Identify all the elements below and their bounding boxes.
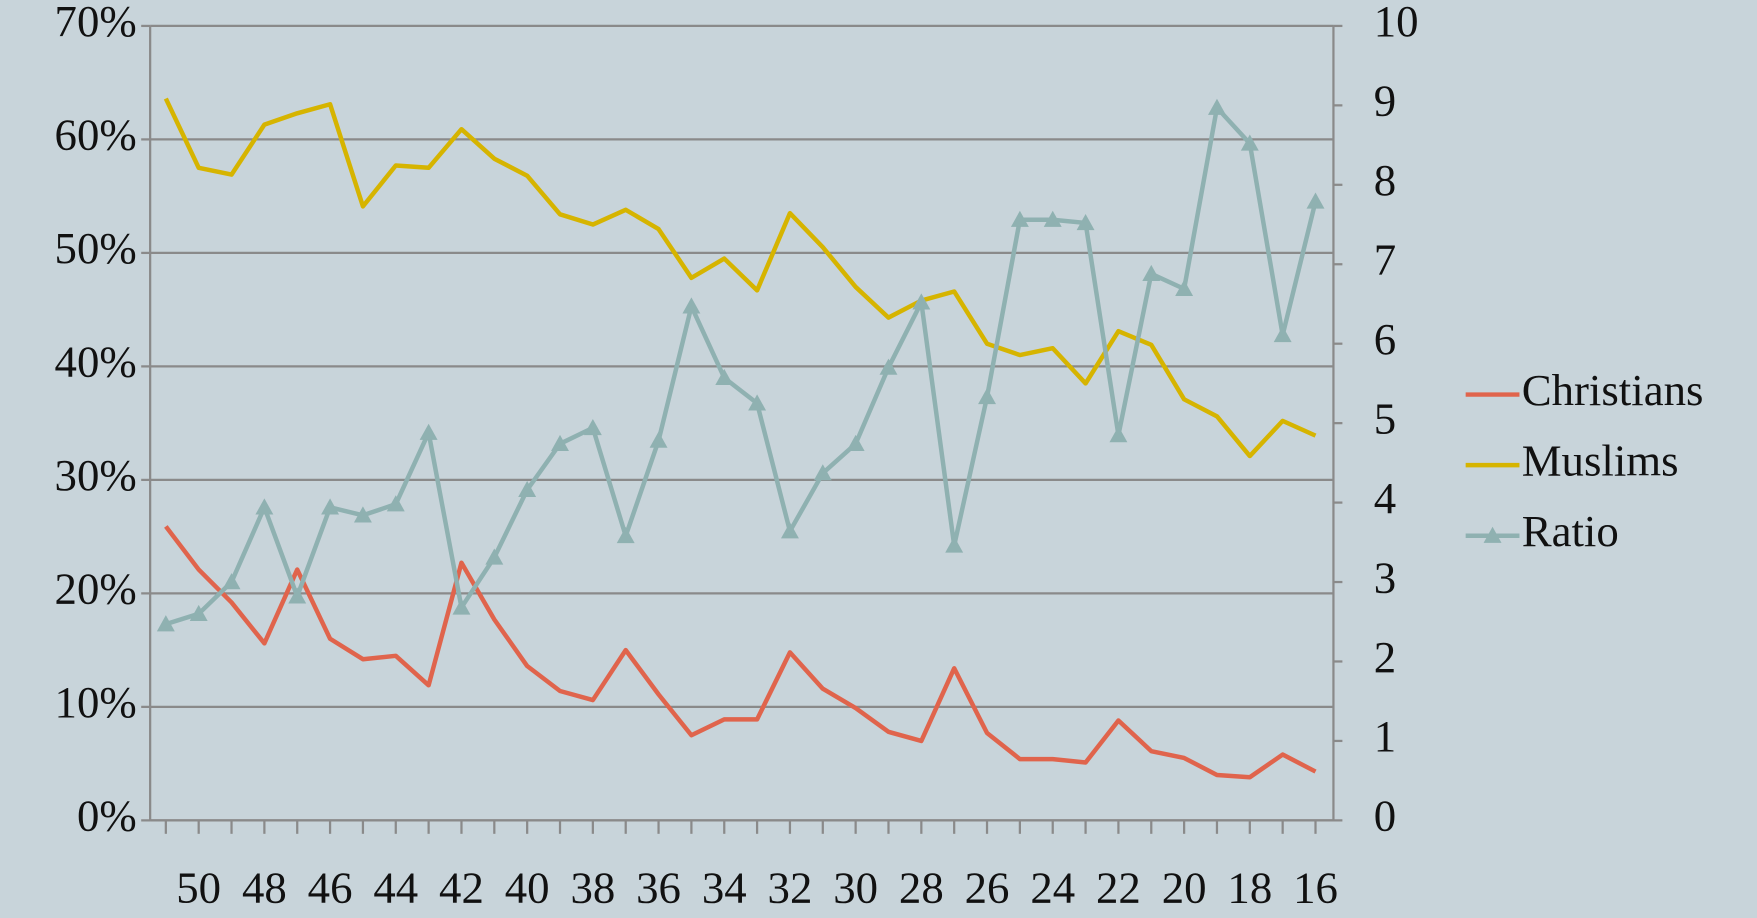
y-tick-label: 70% [55,0,137,46]
y2-tick-label: 5 [1374,393,1396,443]
x-tick-label: 46 [308,862,353,912]
y-tick-label: 60% [55,110,137,160]
marker [1208,98,1226,115]
x-tick-label: 24 [1030,862,1075,912]
marker [321,498,340,515]
marker [780,522,799,539]
marker [813,464,832,481]
y2-tick-label: 3 [1374,552,1396,602]
x-tick-label: 50 [176,862,221,912]
marker [551,434,569,451]
y-tick-label: 20% [55,564,137,614]
marker [1175,279,1194,297]
marker [978,387,996,405]
x-tick-label: 34 [702,862,747,912]
y-tick-label: 30% [55,450,137,500]
marker [583,418,602,436]
marker [288,587,307,604]
marker [1306,192,1325,209]
y2-tick-label: 7 [1374,235,1396,285]
y2-tick-label: 2 [1374,632,1396,682]
series-line [165,105,1318,627]
marker [386,495,405,512]
marker [846,434,865,451]
marker [879,358,898,375]
legend-label: Muslims [1522,435,1679,485]
marker [1076,213,1095,231]
marker [353,506,372,523]
marker [222,573,241,590]
marker [419,423,438,440]
y2-tick-label: 4 [1374,473,1396,523]
x-tick-label: 26 [965,862,1010,912]
y-tick-label: 40% [55,337,137,387]
marker [1240,134,1259,151]
legend-marker [1483,526,1502,543]
marker [616,526,635,544]
x-tick-label: 44 [373,862,418,912]
x-tick-label: 42 [439,862,484,912]
marker [715,368,734,386]
y2-tick-label: 9 [1374,76,1396,126]
series-line [163,97,1317,459]
marker [912,293,931,310]
legend-label: Christians [1522,365,1704,415]
y-tick-label: 10% [55,677,137,727]
y-tick-label: 0% [77,791,137,841]
marker [1043,210,1062,227]
x-tick-label: 30 [833,862,878,912]
series-line [164,525,1317,780]
marker [485,548,504,565]
y2-tick-label: 1 [1374,711,1396,761]
marker [1273,325,1292,343]
x-tick-label: 22 [1096,862,1141,912]
marker [945,536,964,553]
y2-tick-label: 10 [1374,0,1419,46]
x-tick-label: 38 [570,862,615,912]
x-tick-label: 40 [505,862,550,912]
marker [682,297,701,314]
marker [189,604,208,621]
x-tick-label: 48 [242,862,287,912]
x-tick-label: 32 [768,862,813,912]
y2-tick-label: 8 [1374,155,1396,205]
y2-tick-label: 0 [1374,791,1396,841]
x-tick-label: 20 [1162,862,1207,912]
marker [156,615,175,632]
x-tick-label: 28 [899,862,944,912]
marker [1142,264,1161,281]
x-tick-label: 18 [1227,862,1272,912]
marker [1109,426,1128,443]
y2-tick-label: 6 [1374,314,1396,364]
marker [649,431,668,448]
y-tick-label: 50% [55,223,137,273]
marker [518,480,537,498]
legend-label: Ratio [1522,506,1619,556]
x-tick-label: 16 [1293,862,1338,912]
x-tick-label: 36 [636,862,681,912]
marker [748,394,767,411]
marker [1010,210,1029,227]
marker [452,598,471,615]
marker [255,498,274,515]
